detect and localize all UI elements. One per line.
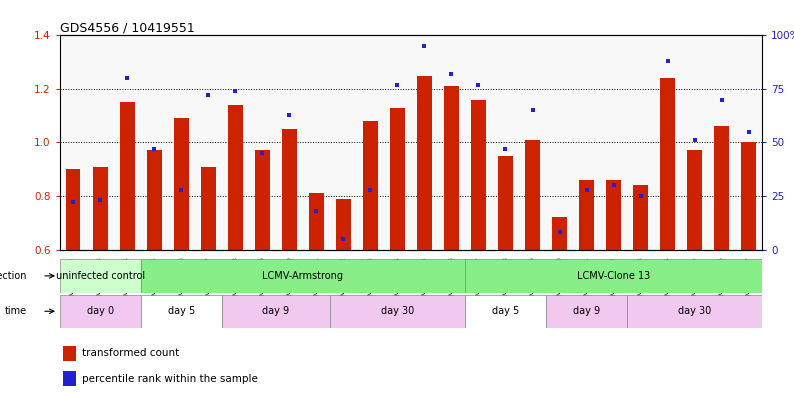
Bar	[552, 217, 567, 250]
Point	[256, 150, 268, 156]
Text: infection: infection	[0, 271, 27, 281]
Text: day 9: day 9	[573, 307, 600, 316]
Bar	[201, 167, 216, 250]
Point	[688, 137, 701, 143]
Text: day 9: day 9	[262, 307, 289, 316]
Bar	[66, 169, 80, 250]
Point	[418, 43, 431, 49]
Text: day 30: day 30	[381, 307, 414, 316]
Point	[94, 197, 106, 204]
Text: LCMV-Armstrong: LCMV-Armstrong	[262, 271, 343, 281]
Point	[580, 186, 593, 193]
Point	[148, 146, 160, 152]
Bar	[633, 185, 648, 250]
Bar	[627, 295, 762, 328]
Bar	[715, 127, 729, 250]
Text: transformed count: transformed count	[82, 348, 179, 358]
Point	[364, 186, 376, 193]
Bar	[742, 143, 756, 250]
Bar	[282, 129, 297, 250]
Bar	[147, 151, 161, 250]
Bar	[661, 78, 675, 250]
Bar	[63, 346, 75, 361]
Bar	[309, 193, 324, 250]
Point	[283, 112, 295, 118]
Bar	[93, 167, 107, 250]
Bar	[465, 295, 546, 328]
Bar	[525, 140, 540, 250]
Bar	[336, 199, 351, 250]
Point	[310, 208, 322, 214]
Bar	[498, 156, 513, 250]
Text: GDS4556 / 10419551: GDS4556 / 10419551	[60, 21, 195, 34]
Text: uninfected control: uninfected control	[56, 271, 145, 281]
Text: LCMV-Clone 13: LCMV-Clone 13	[577, 271, 650, 281]
Bar	[606, 180, 621, 250]
Text: day 5: day 5	[168, 307, 195, 316]
Bar	[141, 259, 465, 293]
Point	[607, 182, 620, 189]
Point	[742, 129, 755, 135]
Text: day 5: day 5	[491, 307, 519, 316]
Point	[661, 58, 674, 64]
Bar	[390, 108, 405, 250]
Bar	[471, 100, 486, 250]
Point	[445, 71, 458, 77]
Point	[337, 236, 349, 242]
Bar	[363, 121, 378, 250]
Bar	[174, 118, 189, 250]
Text: percentile rank within the sample: percentile rank within the sample	[82, 374, 258, 384]
Bar	[579, 180, 594, 250]
Point	[67, 199, 79, 206]
Text: time: time	[5, 307, 27, 316]
Point	[175, 186, 187, 193]
Point	[715, 97, 728, 103]
Bar	[222, 295, 330, 328]
Bar	[141, 295, 222, 328]
Point	[553, 229, 566, 235]
Point	[499, 146, 512, 152]
Point	[121, 75, 133, 81]
Bar	[688, 151, 702, 250]
Bar	[330, 295, 465, 328]
Bar	[63, 371, 75, 386]
Point	[526, 107, 539, 114]
Point	[202, 92, 214, 99]
Bar	[546, 295, 627, 328]
Bar	[444, 86, 459, 250]
Point	[634, 193, 647, 199]
Bar	[60, 259, 141, 293]
Text: day 30: day 30	[678, 307, 711, 316]
Text: day 0: day 0	[87, 307, 114, 316]
Bar	[120, 102, 134, 250]
Bar	[417, 75, 432, 250]
Bar	[228, 105, 243, 250]
Point	[391, 81, 403, 88]
Point	[229, 88, 241, 94]
Point	[472, 81, 485, 88]
Bar	[60, 295, 141, 328]
Bar	[465, 259, 762, 293]
Bar	[255, 151, 270, 250]
